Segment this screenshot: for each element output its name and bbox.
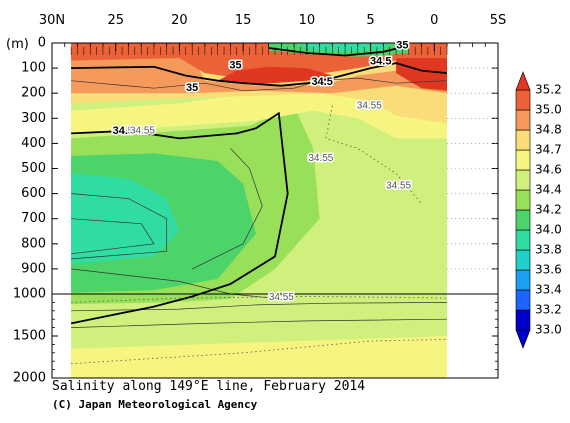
- colorbar-segment-35: [515, 89, 531, 111]
- x-tick-label-2: 20: [171, 13, 188, 28]
- x-tick-label-1: 25: [107, 13, 124, 28]
- contour-line-6: [192, 148, 263, 270]
- colorbar-segment-33: [515, 309, 531, 331]
- contour-label-3: 34.5: [370, 56, 391, 68]
- y-tick-label-6: 600: [21, 186, 46, 201]
- y-tick-label-1: 100: [21, 61, 46, 76]
- x-tick-label-0: 30N: [39, 13, 65, 28]
- y-tick-label-0: 0: [38, 36, 46, 51]
- y-tick-label-5: 500: [21, 161, 46, 176]
- x-tick-label-4: 10: [299, 13, 316, 28]
- contour-line-2: [71, 218, 155, 255]
- colorbar-label-4: 33.8: [535, 243, 562, 257]
- contour-label-10: 34.55: [269, 292, 294, 303]
- colorbar-segment-34.4: [515, 169, 531, 191]
- contour-line-5: [71, 268, 282, 300]
- contour-label-1: 35: [229, 59, 241, 71]
- x-tick-label-7: 5S: [490, 13, 507, 28]
- y-tick-label-12: 2000: [13, 371, 46, 386]
- colorbar-segment-33.2: [515, 289, 531, 311]
- contour-line-0: [71, 77, 448, 92]
- dotted-contour-2: [71, 339, 448, 365]
- y-tick-label-4: 400: [21, 136, 46, 151]
- colorbar-label-10: 34.8: [535, 123, 562, 137]
- colorbar-high-triangle: [515, 71, 531, 91]
- colorbar-low-triangle: [515, 329, 531, 349]
- region-34.6-deep: [71, 336, 447, 378]
- contour-label-0: 35: [396, 39, 408, 51]
- colorbar-segment-34.6: [515, 149, 531, 171]
- contour-label-7: 34.55: [357, 100, 382, 111]
- colorbar-label-3: 33.6: [535, 263, 562, 277]
- contour-label-6: 34.55: [130, 125, 155, 136]
- credit-text: (C) Japan Meteorological Agency: [52, 398, 258, 411]
- y-tick-label-10: 1000: [13, 287, 46, 302]
- colorbar-segment-34.2: [515, 189, 531, 211]
- colorbar-segment-33.6: [515, 249, 531, 271]
- x-tick-label-3: 15: [235, 13, 252, 28]
- colorbar-segment-34: [515, 209, 531, 231]
- y-tick-label-8: 800: [21, 236, 46, 251]
- region-35.2: [217, 66, 333, 85]
- colorbar-label-5: 34.0: [535, 223, 562, 237]
- thick-contour-1: [71, 62, 448, 87]
- chart-title: Salinity along 149°E line, February 2014: [52, 379, 366, 394]
- contour-label-9: 34.55: [386, 181, 411, 192]
- colorbar-segment-33.4: [515, 269, 531, 291]
- colorbar-label-0: 33.0: [535, 323, 562, 337]
- colorbar-segment-34.8: [515, 109, 531, 131]
- contour-line-4: [71, 318, 448, 328]
- y-unit-label: (m): [6, 37, 29, 52]
- colorbar-label-2: 33.4: [535, 283, 562, 297]
- thick-contour-0: [70, 111, 289, 325]
- colorbar-segment-33.8: [515, 229, 531, 251]
- contour-label-2: 35: [186, 82, 198, 94]
- y-tick-label-11: 1500: [13, 329, 46, 344]
- colorbar-label-1: 33.2: [535, 303, 562, 317]
- x-tick-label-6: 0: [430, 13, 438, 28]
- plot-frame: [51, 42, 499, 379]
- contour-label-4: 34.5: [311, 76, 332, 88]
- colorbar-label-7: 34.4: [535, 183, 562, 197]
- colorbar-label-11: 35.0: [535, 103, 562, 117]
- y-tick-label-2: 200: [21, 86, 46, 101]
- colorbar-label-6: 34.2: [535, 203, 562, 217]
- contour-line-1: [71, 193, 168, 260]
- dotted-contour-1: [71, 296, 448, 303]
- y-tick-label-7: 700: [21, 211, 46, 226]
- colorbar-label-8: 34.6: [535, 163, 562, 177]
- colorbar-segment-34.7: [515, 129, 531, 151]
- y-tick-label-9: 900: [21, 261, 46, 276]
- contour-label-5: 34.5: [113, 125, 134, 137]
- y-tick-label-3: 300: [21, 111, 46, 126]
- x-tick-label-5: 5: [366, 13, 374, 28]
- colorbar-label-12: 35.2: [535, 83, 562, 97]
- contour-label-8: 34.55: [308, 153, 333, 164]
- colorbar-label-9: 34.7: [535, 143, 562, 157]
